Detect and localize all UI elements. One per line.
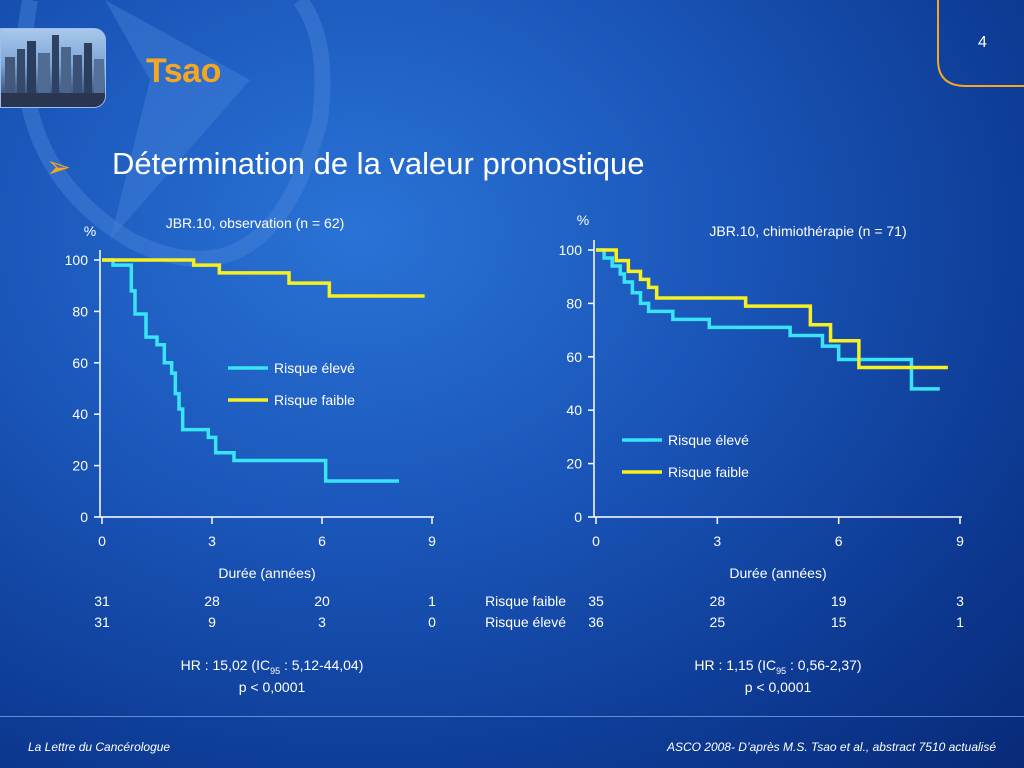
chart1-p-value: p < 0,0001 xyxy=(239,679,306,695)
chart1-risk-table-cell: 31 xyxy=(94,593,110,609)
chart1-risk-table-cell: 0 xyxy=(428,614,436,630)
chart1-y-tick-label: 20 xyxy=(72,458,88,474)
arrow-bullet-icon: ➢ xyxy=(46,151,72,184)
chart1-y-axis-label: % xyxy=(84,223,96,239)
chart2-risk-table-cell: 36 xyxy=(588,614,604,630)
chart2-risk-table-cell: 35 xyxy=(588,593,604,609)
chart1-legend-label: Risque élevé xyxy=(274,360,355,376)
page-number: 4 xyxy=(978,34,987,51)
chart1-risk-table-cell: 9 xyxy=(208,614,216,630)
chart1-risk-table-cell: 28 xyxy=(204,593,220,609)
chart2-p-value: p < 0,0001 xyxy=(745,679,812,695)
chart2-x-tick-label: 0 xyxy=(592,533,600,549)
chart1-hazard-ratio: HR : 15,02 (IC95 : 5,12-44,04) xyxy=(181,657,364,676)
footer-divider xyxy=(0,716,1024,717)
chart1-risk-table-cell: 1 xyxy=(428,593,436,609)
chart2-risk-table-cell: 19 xyxy=(831,593,847,609)
chart1-risk-table-cell: 20 xyxy=(314,593,330,609)
chart1-x-tick-label: 6 xyxy=(318,533,326,549)
chart1-y-tick-label: 80 xyxy=(72,303,88,319)
chart2-hazard-ratio: HR : 1,15 (IC95 : 0,56-2,37) xyxy=(694,657,861,676)
corner-decoration xyxy=(937,0,1024,87)
chart2-legend-label: Risque élevé xyxy=(668,432,749,448)
chart2-risk-table-cell: 28 xyxy=(710,593,726,609)
chart2-y-tick-label: 20 xyxy=(566,456,582,472)
footer-source-journal: La Lettre du Cancérologue xyxy=(28,740,171,754)
chart1-series-risque-faible-line xyxy=(102,258,425,298)
chart1-series-risque-eleve-line xyxy=(102,258,399,483)
chart1-x-tick-label: 3 xyxy=(208,533,216,549)
chart1-y-tick-label: 100 xyxy=(65,252,89,268)
chart2-x-tick-label: 3 xyxy=(713,533,721,549)
chart2-y-tick-label: 0 xyxy=(574,509,582,525)
chart2-risk-table-cell: 25 xyxy=(710,614,726,630)
chart1-x-tick-label: 0 xyxy=(98,533,106,549)
chart2-x-tick-label: 6 xyxy=(835,533,843,549)
city-skyline-image xyxy=(0,28,106,108)
chart2-series-risque-eleve-line xyxy=(596,248,940,391)
chart2-risk-table-cell: 1 xyxy=(956,614,964,630)
chart1-x-axis-label: Durée (années) xyxy=(218,565,315,581)
chart2-risk-table-cell: 15 xyxy=(831,614,847,630)
chart2-x-tick-label: 9 xyxy=(956,533,964,549)
chart2-y-axis-label: % xyxy=(577,212,589,228)
chart2-x-axis-label: Durée (années) xyxy=(729,565,826,581)
chart2-y-tick-label: 40 xyxy=(566,402,582,418)
chart1-legend-label: Risque faible xyxy=(274,392,355,408)
footer-reference: ASCO 2008- D’après M.S. Tsao et al., abs… xyxy=(666,740,996,754)
chart2-risk-table-row-label: Risque faible xyxy=(485,593,566,609)
slide-heading: Détermination de la valeur pronostique xyxy=(112,146,645,181)
chart2-risk-table-cell: 3 xyxy=(956,593,964,609)
chart2-y-tick-label: 60 xyxy=(566,349,582,365)
chart1-y-tick-label: 40 xyxy=(72,406,88,422)
chart2-y-tick-label: 80 xyxy=(566,295,582,311)
chart2-risk-table-row-label: Risque élevé xyxy=(485,614,566,630)
chart2-y-tick-label: 100 xyxy=(559,242,583,258)
chart2-series-risque-faible-line xyxy=(596,248,948,370)
chart1-y-tick-label: 0 xyxy=(80,509,88,525)
chart1-risk-table-cell: 31 xyxy=(94,614,110,630)
chart1-y-tick-label: 60 xyxy=(72,355,88,371)
chart1-risk-table-cell: 3 xyxy=(318,614,326,630)
chart1-x-tick-label: 9 xyxy=(428,533,436,549)
page-title: Tsao xyxy=(146,52,221,90)
chart1-title: JBR.10, observation (n = 62) xyxy=(166,215,345,231)
chart2-legend-label: Risque faible xyxy=(668,464,749,480)
chart2-title: JBR.10, chimiothérapie (n = 71) xyxy=(709,223,906,239)
